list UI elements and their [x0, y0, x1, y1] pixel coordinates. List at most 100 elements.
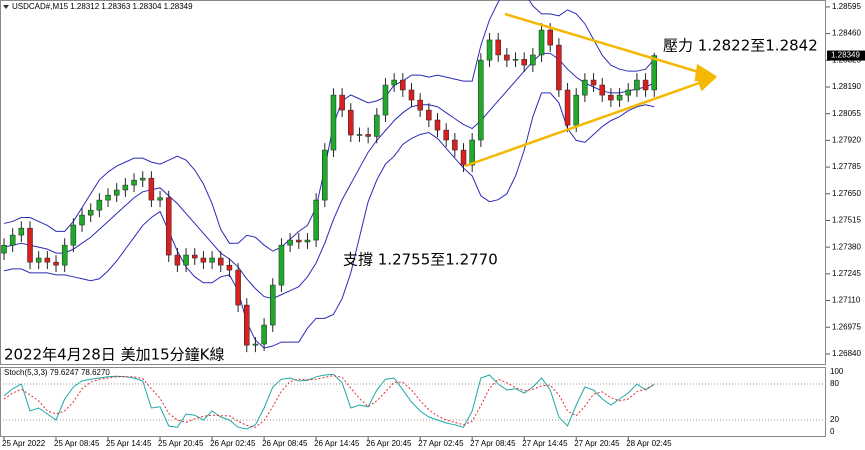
- y-tick-label: 20: [830, 415, 839, 424]
- x-tick-label: 25 Apr 20:45: [158, 439, 204, 448]
- band-line: [3, 0, 655, 252]
- candle-body: [113, 189, 120, 196]
- y-tick-label: 1.27380: [832, 242, 861, 251]
- stoch-plot: [0, 373, 826, 430]
- y-tick-label: 1.27245: [832, 269, 861, 278]
- candle-body: [131, 179, 137, 186]
- candle-body: [165, 197, 172, 256]
- stoch-line: [3, 375, 655, 428]
- candle-body: [174, 254, 181, 266]
- candle-body: [200, 257, 207, 263]
- y-tick-label: 1.26975: [832, 322, 861, 331]
- resistance-note: 壓力 1.2822至1.2842: [663, 37, 818, 55]
- candle-body: [209, 257, 215, 263]
- candle-body: [79, 214, 85, 226]
- candle-body: [443, 129, 449, 141]
- candle-body: [582, 79, 588, 96]
- candle-body: [460, 149, 467, 166]
- candle-body: [261, 324, 267, 345]
- candle-body: [322, 149, 328, 201]
- candle-body: [599, 84, 605, 96]
- x-tick-label: 27 Apr 02:45: [418, 439, 464, 448]
- main-panel: [0, 0, 826, 365]
- band-line: [3, 92, 655, 349]
- candle-body: [348, 109, 354, 136]
- stoch-title: Stoch(5,3,3) 79.6247 78.6270: [4, 368, 110, 377]
- candle-body: [564, 89, 571, 126]
- candle-body: [495, 39, 501, 56]
- candle-body: [478, 59, 484, 141]
- candle-body: [191, 254, 198, 259]
- y-tick-label: 1.28190: [832, 82, 861, 91]
- candle-body: [27, 227, 33, 263]
- candle-body: [1, 244, 7, 254]
- candle-body: [469, 139, 475, 166]
- stoch-panel: [0, 367, 826, 437]
- caption: 2022年4月28日 美加15分鐘K線: [4, 346, 225, 364]
- candle-body: [278, 244, 285, 286]
- candle-body: [105, 194, 111, 201]
- candle-body: [139, 177, 146, 181]
- candle-body: [235, 269, 241, 306]
- candle-body: [244, 304, 250, 346]
- candle-body: [270, 284, 276, 326]
- candle-body: [218, 257, 224, 266]
- y-tick-label: 1.27515: [832, 216, 861, 225]
- x-tick-label: 25 Apr 2022: [2, 439, 46, 448]
- main-plot: [1, 0, 657, 353]
- candle-body: [642, 79, 649, 91]
- y-tick-label: 1.27785: [832, 162, 861, 171]
- y-tick-label: 1.28595: [832, 2, 861, 11]
- y-tick-label: 1.27920: [832, 135, 861, 144]
- candle-body: [556, 44, 562, 91]
- candle-body: [157, 197, 163, 201]
- y-tick-label: 1.27650: [832, 189, 861, 198]
- candle-body: [35, 257, 42, 263]
- last-price-box: [827, 50, 865, 61]
- x-tick-label: 25 Apr 14:45: [106, 439, 152, 448]
- x-tick-label: 27 Apr 20:45: [574, 439, 620, 448]
- y-tick-label: 1.26840: [832, 349, 861, 358]
- candle-body: [330, 94, 337, 151]
- candle-body: [53, 261, 59, 266]
- candle-body: [122, 184, 129, 191]
- candle-body: [304, 239, 311, 243]
- candle-body: [365, 134, 371, 137]
- candle-body: [61, 244, 68, 266]
- x-tick-label: 26 Apr 20:45: [366, 439, 412, 448]
- candle-body: [426, 109, 432, 121]
- candle-body: [417, 99, 423, 111]
- candle-body: [382, 84, 389, 116]
- candle-body: [96, 199, 103, 211]
- candle-body: [486, 39, 493, 61]
- candle-body: [504, 54, 510, 61]
- candle-body: [452, 139, 458, 151]
- candle-body: [434, 119, 441, 131]
- candle-body: [590, 79, 597, 86]
- candle-body: [521, 59, 527, 66]
- band-line: [3, 52, 655, 300]
- x-tick-label: 27 Apr 08:45: [470, 439, 516, 448]
- y-tick-label: 1.28460: [832, 29, 861, 38]
- resistance-line: [504, 12, 703, 75]
- candle-body: [608, 94, 614, 101]
- candle-body: [616, 94, 623, 101]
- x-tick-label: 26 Apr 14:45: [314, 439, 360, 448]
- last-price-label: 1.28349: [831, 51, 860, 60]
- candle-body: [538, 29, 545, 56]
- candle-body: [9, 234, 16, 246]
- candle-body: [287, 239, 293, 246]
- candle-body: [374, 114, 380, 137]
- stoch-line: [3, 373, 655, 430]
- support-note: 支撐 1.2755至1.2770: [343, 251, 498, 269]
- x-tick-label: 25 Apr 08:45: [54, 439, 100, 448]
- candle-body: [634, 79, 640, 91]
- candle-body: [530, 54, 536, 66]
- x-tick-label: 28 Apr 02:45: [626, 439, 672, 448]
- candle-body: [339, 94, 345, 111]
- candle-body: [87, 209, 94, 216]
- candle-body: [408, 89, 415, 101]
- triangle-lines: [464, 12, 718, 168]
- candle-body: [356, 134, 363, 136]
